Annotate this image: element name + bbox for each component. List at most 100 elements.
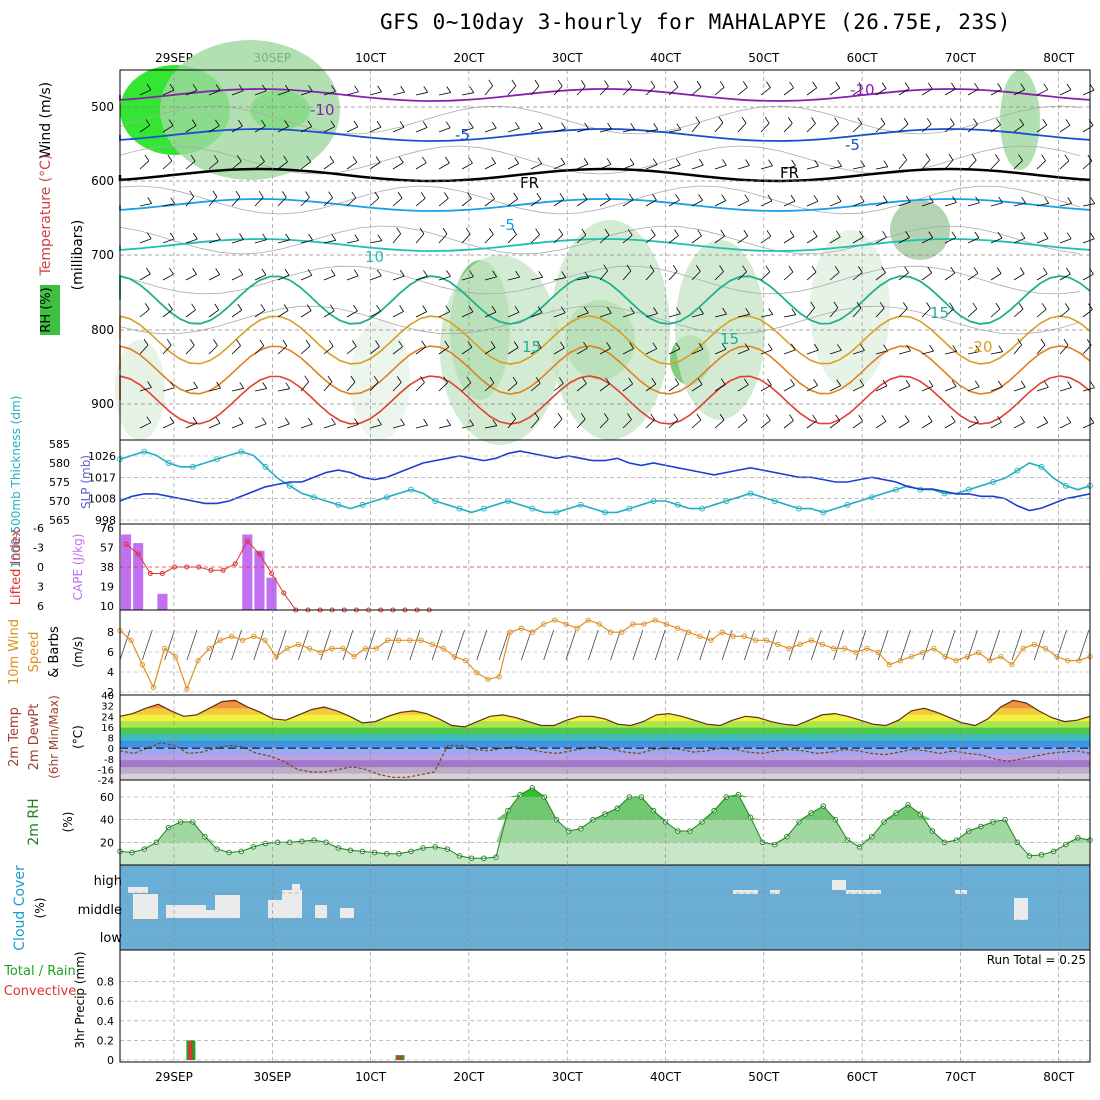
wind-speed-point: [306, 645, 313, 652]
wind-speed-point: [295, 641, 302, 648]
temperature-contour: [119, 238, 1091, 252]
wind-barb-flag: [1090, 381, 1095, 388]
wind-barb: [415, 382, 425, 392]
wind-speed-point: [1042, 645, 1049, 652]
wind-speed-point: [440, 645, 446, 652]
wind-barb: [461, 346, 473, 355]
surface-wind-barb: [833, 629, 844, 661]
wind-barb: [1036, 89, 1048, 96]
wind-barb-flag: [628, 193, 634, 201]
surface-wind-barb: [364, 629, 376, 661]
wind-barb-flag: [192, 84, 198, 91]
wind-barb-flag: [696, 80, 702, 88]
wind-barb-flag: [445, 305, 451, 312]
wind-barb: [231, 196, 241, 207]
date-label-bottom: 70CT: [945, 1070, 977, 1084]
precip-tick: 0.4: [97, 1015, 115, 1028]
wind-barb-flag: [788, 265, 794, 273]
wind-speed-point: [351, 653, 357, 660]
wind-barb: [185, 160, 196, 170]
wind-barb: [162, 344, 172, 355]
wind-barb-flag: [928, 380, 934, 387]
wind-speed-point: [998, 653, 1004, 660]
cloud-level-label: low: [100, 931, 123, 946]
contour-label: -20: [968, 338, 993, 356]
wind-barb-flag: [328, 191, 333, 198]
wind-barb: [622, 270, 632, 281]
wind-barb: [300, 126, 312, 133]
wind-barb: [208, 309, 219, 318]
wind-barb-flag: [975, 345, 981, 352]
wind-barb: [162, 238, 175, 244]
wind-barb: [990, 421, 1002, 429]
wind-barb: [875, 420, 887, 429]
wind-speed-tick: 4: [107, 666, 114, 679]
wind-barb-flag: [881, 82, 887, 89]
wind-barb: [967, 308, 978, 318]
wind-barb: [1082, 422, 1095, 429]
wind-barb: [369, 310, 381, 318]
wind-barb-flag: [720, 229, 726, 237]
wind-barb-flag: [1044, 381, 1049, 388]
wind-barb: [415, 311, 427, 318]
wind-barb: [852, 420, 864, 429]
temperature-line: [119, 699, 1091, 728]
wind-barb-flag: [419, 227, 425, 235]
slp-axis-label: SLP (mb): [79, 455, 93, 509]
wind-barb-flag: [604, 80, 609, 87]
wind-barb-flag: [791, 308, 797, 315]
wind-barb-flag: [1020, 416, 1025, 423]
wind-barb-flag: [443, 376, 448, 383]
surface-wind-barb: [298, 629, 309, 661]
wind-barb: [599, 419, 609, 429]
wind-barb: [691, 200, 703, 207]
wind-barb: [967, 272, 979, 281]
wind-barb-flag: [307, 417, 313, 425]
wind-barb: [461, 127, 474, 133]
wind-barb: [1059, 344, 1069, 355]
wind-barb: [1013, 160, 1023, 170]
wind-barb: [507, 276, 520, 281]
wind-barb-flag: [974, 415, 979, 423]
wind-barb: [1013, 202, 1026, 207]
wind-barb-flag: [626, 264, 632, 272]
wind-barb: [921, 385, 934, 392]
wind-barb: [323, 381, 333, 392]
wind-barb-flag: [350, 375, 356, 383]
wind-barb-flag: [857, 266, 863, 273]
wind-barb-flag: [238, 119, 243, 127]
wind-barb: [484, 347, 496, 355]
wind-barb-flag: [330, 120, 336, 127]
wind-barb-flag: [537, 157, 543, 164]
wind-barb: [921, 350, 934, 355]
wind-barb-flag: [676, 123, 682, 130]
wind-barb-flag: [653, 307, 658, 314]
wind-barb-flag: [169, 267, 174, 275]
wind-barb-flag: [767, 343, 773, 350]
wind-barb-flag: [261, 417, 267, 424]
wind-barb: [254, 196, 264, 207]
wind-barb: [139, 238, 152, 244]
wind-speed-point: [663, 621, 669, 627]
wind-barb: [139, 344, 149, 355]
wind-barb-flag: [973, 267, 979, 274]
wind-barb-flag: [261, 84, 267, 92]
wind-barb: [737, 384, 749, 392]
wind-barb: [1013, 344, 1023, 355]
wind-barb: [1082, 89, 1095, 96]
wind-barb: [415, 127, 428, 133]
wind-barb-flag: [790, 343, 796, 351]
wind-barb: [668, 164, 681, 170]
wind-barb-flag: [353, 120, 359, 128]
wind-barb-flag: [190, 154, 196, 162]
wind-barb-flag: [1044, 197, 1050, 204]
wind-barb: [714, 384, 726, 392]
precip-conv-bar: [188, 1041, 193, 1060]
wind-barb: [1082, 273, 1094, 281]
wind-speed-point: [318, 649, 324, 656]
wind-barb: [369, 240, 382, 244]
wind-barb-flag: [699, 307, 704, 315]
wind-barb: [530, 163, 542, 170]
wind-barb-flag: [650, 413, 655, 420]
wind-barb-flag: [603, 264, 609, 272]
